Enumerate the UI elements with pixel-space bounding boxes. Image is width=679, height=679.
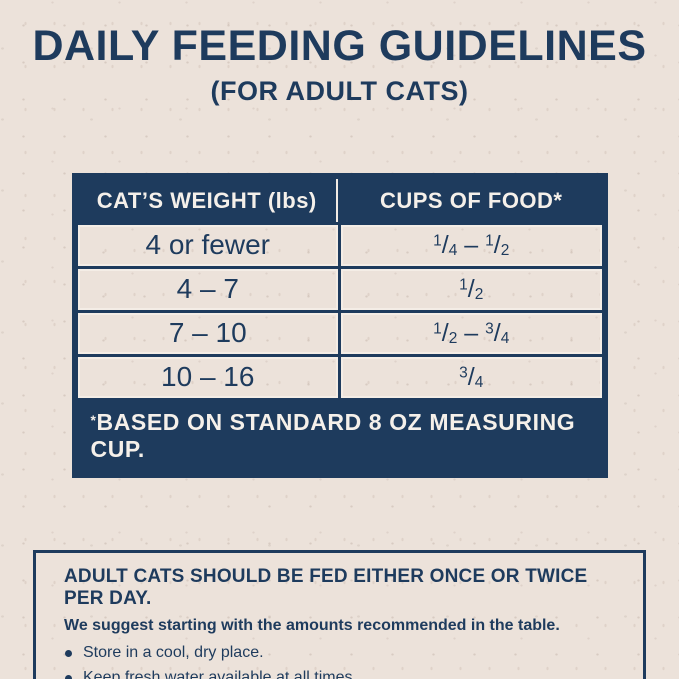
fraction-numerator: 3 [459,364,468,382]
footnote-text: BASED ON STANDARD 8 OZ MEASURING CUP. [90,409,576,463]
fraction-denominator: 2 [500,241,510,259]
weight-cell: 10 – 16 [77,357,338,399]
fraction-numerator: 1 [485,232,494,250]
cups-cell: 1/2 – 3/4 [341,313,602,355]
cups-cell: 3/4 [341,357,602,399]
info-bullet-item: Keep fresh water available at all times. [64,669,615,679]
fraction-denominator: 4 [448,241,458,259]
fraction: 1/4 [433,230,458,259]
weight-cell: 4 – 7 [77,269,338,311]
fraction-numerator: 1 [459,276,468,294]
fraction-denominator: 2 [448,329,458,347]
feeding-info-box: ADULT CATS SHOULD BE FED EITHER ONCE OR … [33,550,646,679]
feeding-table-footer: *BASED ON STANDARD 8 OZ MEASURING CUP. [77,401,602,473]
table-row: 7 – 10 1/2 – 3/4 [77,313,602,355]
cups-cell: 1/4 – 1/2 [341,225,602,267]
fraction-denominator: 2 [474,285,484,303]
header-row: CAT’S WEIGHT (lbs) CUPS OF FOOD* [77,179,602,223]
fraction: 3/4 [459,362,484,391]
feeding-table-body: 4 or fewer 1/4 – 1/2 4 – 7 1/2 7 – 10 1/2 – 3… [77,225,602,399]
table-row: 4 or fewer 1/4 – 1/2 [77,225,602,267]
info-heading: ADULT CATS SHOULD BE FED EITHER ONCE OR … [64,566,588,610]
table-row: 4 – 7 1/2 [77,269,602,311]
table-row: 10 – 16 3/4 [77,357,602,399]
fraction-numerator: 1 [433,232,442,250]
page-title: DAILY FEEDING GUIDELINES [32,22,647,70]
footnote-asterisk: * [90,413,97,429]
column-header-cups: CUPS OF FOOD* [341,179,602,223]
weight-cell: 7 – 10 [77,313,338,355]
bullet-text: Keep fresh water available at all times. [83,669,357,679]
feeding-table-header: CAT’S WEIGHT (lbs) CUPS OF FOOD* [77,179,602,223]
fraction-numerator: 1 [433,320,442,338]
fraction: 1/2 [459,274,484,303]
weight-cell: 4 or fewer [77,225,338,267]
info-bullet-item: Store in a cool, dry place. [64,644,615,662]
bullet-text: Store in a cool, dry place. [83,644,264,662]
info-subheading: We suggest starting with the amounts rec… [64,617,560,635]
footnote-row: *BASED ON STANDARD 8 OZ MEASURING CUP. [77,401,602,473]
column-header-weight: CAT’S WEIGHT (lbs) [77,179,338,223]
page-subtitle: (FOR ADULT CATS) [210,76,469,107]
bullet-dot-icon [65,675,72,679]
fraction-denominator: 4 [474,373,484,391]
feeding-table: CAT’S WEIGHT (lbs) CUPS OF FOOD* 4 or fe… [71,173,608,479]
fraction: 3/4 [485,318,510,347]
fraction-numerator: 3 [485,320,494,338]
cups-cell: 1/2 [341,269,602,311]
table-footnote: *BASED ON STANDARD 8 OZ MEASURING CUP. [77,401,602,473]
fraction: 1/2 [485,230,510,259]
bullet-dot-icon [65,650,72,658]
fraction-denominator: 4 [500,329,510,347]
info-bullet-list: Store in a cool, dry place. Keep fresh wa… [64,644,615,679]
fraction: 1/2 [433,318,458,347]
